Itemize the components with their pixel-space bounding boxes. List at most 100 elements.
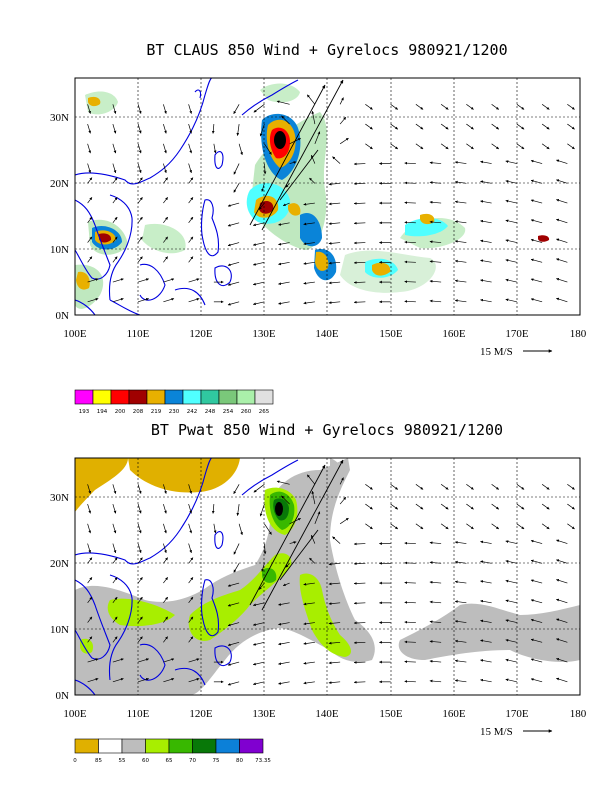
wind-vector [365,123,373,130]
wind-vector [404,181,416,185]
wind-vector [163,216,169,224]
wind-vector [530,579,543,584]
colorbar-swatch [239,738,264,754]
wind-vector [112,236,118,243]
wind-vector [112,596,118,604]
wind-vector [505,219,517,224]
wind-vector [163,143,167,154]
wind-vector [137,197,143,204]
wind-vector [429,161,442,165]
wind-vector [188,104,193,114]
wind-vector [188,256,194,263]
wind-vector [252,681,265,686]
wind-vector [415,503,424,510]
wind-vector [415,484,424,490]
wind-vector [264,143,272,155]
typhoon-eye-marker [275,502,283,516]
colorbar-label: 60 [142,758,149,764]
wind-vector [353,162,366,166]
wind-vector [227,242,240,247]
y-tick-label: 30N [50,492,69,504]
wind-vector [429,200,442,204]
wind-vector [303,261,315,265]
wind-vector [163,658,175,663]
wind-vector [365,484,373,490]
wind-vector [440,484,449,490]
wind-vector [454,580,467,584]
cloud-core [538,235,550,242]
wind-vector [258,202,265,210]
wind-vector [404,541,416,545]
wind-vector [353,680,366,684]
wind-vector [311,110,316,125]
wind-vector [505,540,517,544]
wind-vector [480,180,492,184]
wind-vector [480,200,492,204]
wind-vector [306,94,316,105]
wind-vector [556,297,568,303]
wind-vector [138,278,149,283]
wind-vector [516,143,525,150]
colorbar-label: 200 [115,409,126,415]
panel2-y-ticks: 0N 10N 20N 30N [50,492,69,702]
wind-vector [163,616,169,623]
wind-vector [480,298,492,303]
wind-vector [188,163,193,174]
wind-vector [227,281,240,286]
wind-vector [556,179,568,184]
wind-vector [454,659,467,663]
wind-vector [188,123,193,134]
wind-vector [87,216,93,224]
wind-vector [556,539,568,544]
wind-vector [112,104,117,114]
wind-vector [505,199,517,204]
wind-vector [314,131,321,144]
wind-vector [429,600,442,604]
wind-vector [516,523,525,530]
cloud-core [88,96,101,107]
wind-vector [339,137,349,145]
y-tick-label: 0N [56,690,70,702]
wind-vector [163,677,175,683]
wind-vector [252,622,265,626]
wind-vector [87,297,99,303]
wind-vector [188,177,194,184]
wind-vector [480,279,492,283]
wind-vector [328,241,341,245]
y-tick-label: 20N [50,558,69,570]
wind-vector [454,560,467,564]
wind-vector [440,503,449,510]
wind-vector [289,161,297,164]
wind-vector [264,523,272,535]
wind-vector [530,618,543,623]
wind-vector [278,281,290,286]
wind-vector [112,278,124,283]
wind-vector [163,197,169,204]
wind-vector [137,543,142,554]
wind-vector [491,123,500,130]
wind-vector [440,523,449,530]
x-tick-label: 180 [570,328,587,340]
wind-vector [233,563,240,573]
wind-vector [211,504,215,514]
wind-vector [328,641,341,645]
wind-vector [213,523,217,534]
wind-vector [541,104,550,110]
wind-vector [87,658,99,663]
panel1-coastlines [75,78,299,315]
wind-vector [112,577,118,584]
panel1-gyre-track [249,79,344,231]
wind-vector [390,523,399,530]
wind-vector [253,484,265,493]
wind-vector [480,259,492,263]
x-tick-label: 170E [505,708,529,720]
wind-vector [238,143,243,156]
colorbar-swatch [146,389,166,405]
wind-vector [404,581,416,585]
wind-vector [227,641,240,647]
cloud-halo [142,223,186,254]
wind-vector [137,256,143,263]
wind-vector [404,660,416,664]
wind-vector [466,523,474,530]
panel1-x-ticks: 100E 110E 120E 130E 140E 150E 160E 170E … [63,328,586,340]
